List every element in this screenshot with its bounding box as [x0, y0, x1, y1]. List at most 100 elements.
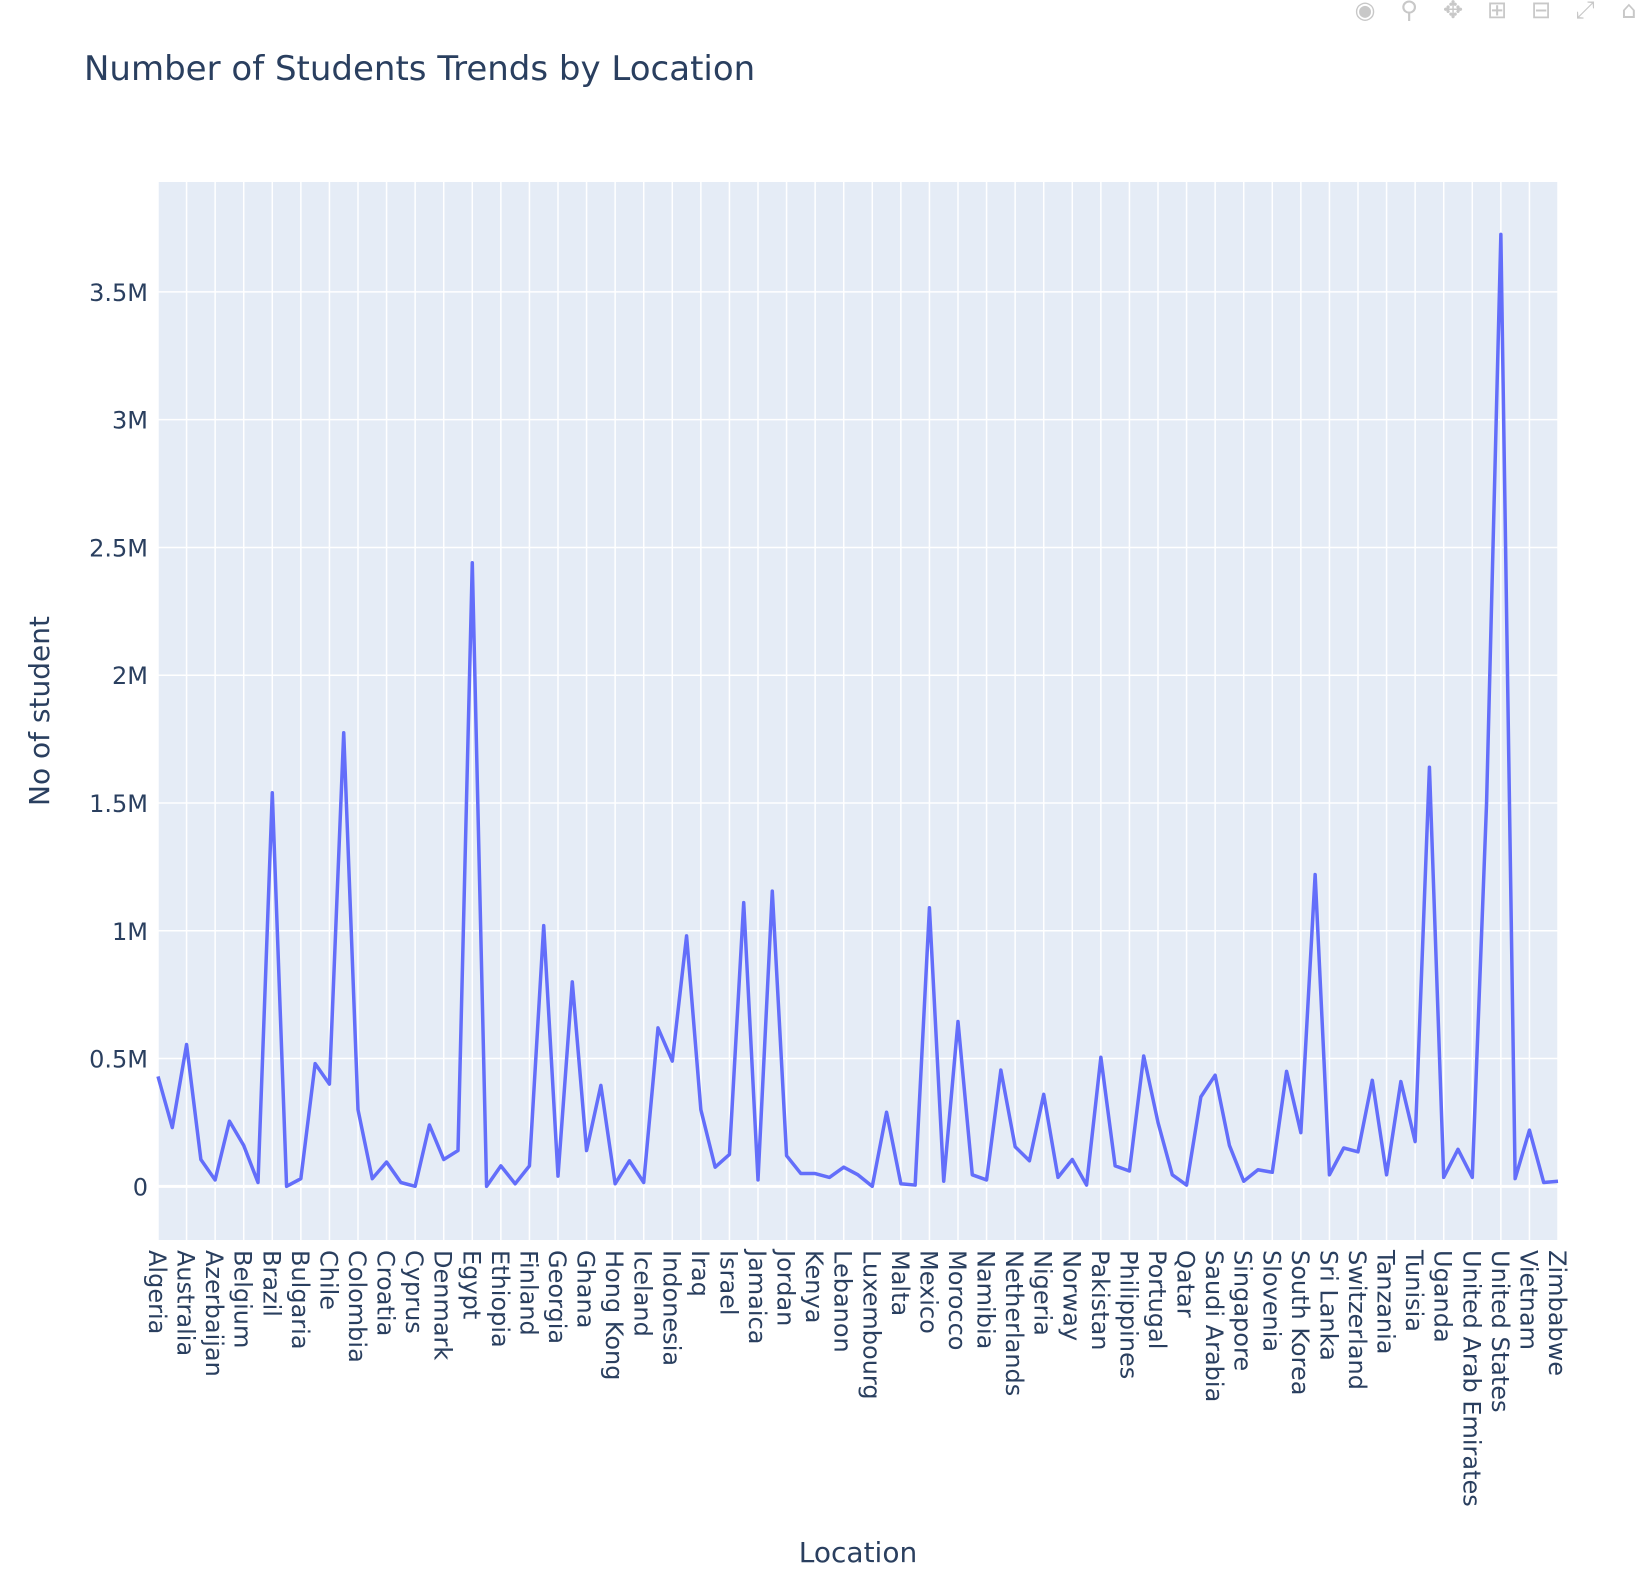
data-point[interactable]	[498, 1163, 504, 1169]
data-point[interactable]	[555, 1173, 561, 1179]
data-point[interactable]	[841, 1164, 847, 1170]
data-point[interactable]	[212, 1177, 218, 1183]
data-point[interactable]	[284, 1183, 290, 1189]
data-point[interactable]	[955, 1019, 961, 1025]
data-point[interactable]	[1541, 1180, 1547, 1186]
data-point[interactable]	[369, 1176, 375, 1182]
data-point[interactable]	[712, 1164, 718, 1170]
data-point[interactable]	[1126, 1168, 1132, 1174]
pan-icon[interactable]: ✥	[1442, 0, 1464, 24]
data-point[interactable]	[1412, 1139, 1418, 1145]
data-point[interactable]	[1012, 1144, 1018, 1150]
data-point[interactable]	[1369, 1077, 1375, 1083]
data-point[interactable]	[698, 1107, 704, 1113]
data-point[interactable]	[612, 1181, 618, 1187]
data-point[interactable]	[684, 933, 690, 939]
data-point[interactable]	[1212, 1072, 1218, 1078]
data-point[interactable]	[355, 1107, 361, 1113]
data-point[interactable]	[1255, 1167, 1261, 1173]
data-point[interactable]	[469, 560, 475, 566]
data-point[interactable]	[584, 1148, 590, 1154]
zoom-in-icon[interactable]: ⊞	[1486, 0, 1508, 24]
data-point[interactable]	[526, 1163, 532, 1169]
data-point[interactable]	[1055, 1174, 1061, 1180]
data-point[interactable]	[1441, 1174, 1447, 1180]
data-point[interactable]	[1026, 1158, 1032, 1164]
data-point[interactable]	[984, 1177, 990, 1183]
data-point[interactable]	[655, 1025, 661, 1031]
data-point[interactable]	[1084, 1182, 1090, 1188]
data-point[interactable]	[412, 1183, 418, 1189]
data-point[interactable]	[169, 1125, 175, 1131]
data-point[interactable]	[1512, 1176, 1518, 1182]
data-point[interactable]	[326, 1081, 332, 1087]
data-point[interactable]	[641, 1180, 647, 1186]
data-point[interactable]	[1526, 1127, 1532, 1133]
data-point[interactable]	[912, 1182, 918, 1188]
data-point[interactable]	[884, 1109, 890, 1115]
data-point[interactable]	[812, 1171, 818, 1177]
data-point[interactable]	[226, 1118, 232, 1124]
data-point[interactable]	[1284, 1068, 1290, 1074]
home-icon[interactable]: ⌂	[1621, 0, 1637, 24]
data-point[interactable]	[941, 1178, 947, 1184]
data-point[interactable]	[669, 1058, 675, 1064]
data-point[interactable]	[312, 1061, 318, 1067]
data-point[interactable]	[626, 1158, 632, 1164]
data-point[interactable]	[484, 1183, 490, 1189]
data-point[interactable]	[1355, 1149, 1361, 1155]
data-point[interactable]	[255, 1180, 261, 1186]
data-point[interactable]	[1298, 1130, 1304, 1136]
data-point[interactable]	[1069, 1157, 1075, 1163]
data-point[interactable]	[869, 1183, 875, 1189]
data-point[interactable]	[1041, 1091, 1047, 1097]
data-point[interactable]	[569, 979, 575, 985]
data-point[interactable]	[855, 1172, 861, 1178]
data-point[interactable]	[1555, 1178, 1561, 1184]
data-point[interactable]	[1155, 1119, 1161, 1125]
data-point[interactable]	[1469, 1174, 1475, 1180]
data-point[interactable]	[241, 1142, 247, 1148]
data-point[interactable]	[441, 1157, 447, 1163]
data-point[interactable]	[1426, 764, 1432, 770]
data-point[interactable]	[826, 1174, 832, 1180]
zoom-out-icon[interactable]: ⊟	[1530, 0, 1552, 24]
zoom-icon[interactable]: ⚲	[1400, 0, 1418, 24]
data-point[interactable]	[198, 1157, 204, 1163]
data-point[interactable]	[155, 1073, 161, 1079]
data-point[interactable]	[1226, 1142, 1232, 1148]
data-point[interactable]	[926, 905, 932, 911]
data-point[interactable]	[1112, 1163, 1118, 1169]
data-point[interactable]	[1198, 1094, 1204, 1100]
data-point[interactable]	[598, 1082, 604, 1088]
data-point[interactable]	[384, 1159, 390, 1165]
data-point[interactable]	[541, 923, 547, 929]
data-point[interactable]	[298, 1176, 304, 1182]
data-point[interactable]	[784, 1153, 790, 1159]
data-point[interactable]	[998, 1067, 1004, 1073]
data-point[interactable]	[726, 1151, 732, 1157]
autoscale-icon[interactable]: ⤢	[1575, 0, 1595, 24]
data-point[interactable]	[1241, 1178, 1247, 1184]
series-line[interactable]	[156, 232, 1559, 1189]
data-point[interactable]	[1141, 1053, 1147, 1059]
data-point[interactable]	[1484, 800, 1490, 806]
data-point[interactable]	[1312, 872, 1318, 878]
data-point[interactable]	[1269, 1169, 1275, 1175]
data-point[interactable]	[769, 888, 775, 894]
data-point[interactable]	[1098, 1054, 1104, 1060]
data-point[interactable]	[1398, 1079, 1404, 1085]
data-point[interactable]	[1384, 1172, 1390, 1178]
data-point[interactable]	[1455, 1146, 1461, 1152]
data-point[interactable]	[398, 1180, 404, 1186]
data-point[interactable]	[1498, 231, 1504, 237]
data-point[interactable]	[1326, 1172, 1332, 1178]
data-point[interactable]	[755, 1177, 761, 1183]
data-point[interactable]	[341, 730, 347, 736]
data-point[interactable]	[426, 1122, 432, 1128]
data-point[interactable]	[798, 1171, 804, 1177]
data-point[interactable]	[269, 790, 275, 796]
data-point[interactable]	[741, 900, 747, 906]
data-point[interactable]	[969, 1172, 975, 1178]
data-point[interactable]	[898, 1181, 904, 1187]
